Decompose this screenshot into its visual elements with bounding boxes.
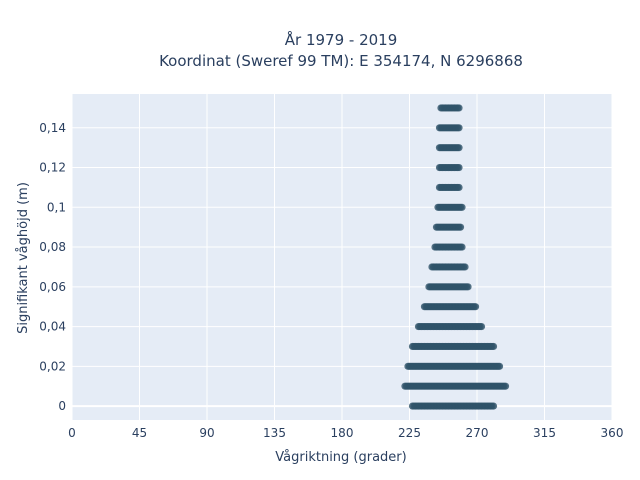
data-point-band bbox=[404, 362, 504, 370]
data-point-band bbox=[432, 223, 465, 231]
data-point bbox=[477, 322, 486, 331]
grid bbox=[71, 94, 613, 420]
data-point-band bbox=[420, 303, 480, 311]
data-point bbox=[501, 382, 510, 390]
data-point-band bbox=[414, 322, 486, 331]
data-point-band bbox=[408, 342, 498, 351]
data-point-band bbox=[435, 183, 463, 192]
data-point-band bbox=[437, 104, 463, 112]
data-point bbox=[461, 263, 469, 271]
x-tick-label: 360 bbox=[601, 426, 624, 440]
data-point-band bbox=[431, 243, 466, 251]
x-tick-label: 180 bbox=[331, 426, 354, 440]
data-point bbox=[458, 203, 466, 211]
data-point bbox=[455, 104, 463, 112]
data-point-band bbox=[435, 144, 463, 152]
y-tick-label: 0 bbox=[58, 399, 66, 413]
x-tick-label: 225 bbox=[398, 426, 421, 440]
data-point bbox=[495, 362, 504, 370]
x-tick-label: 45 bbox=[132, 426, 147, 440]
data-point bbox=[458, 243, 466, 251]
data-point-band bbox=[434, 203, 466, 211]
y-tick-label: 0,12 bbox=[39, 161, 66, 175]
y-axis-title: Signifikant våghöjd (m) bbox=[16, 182, 31, 334]
data-point-band bbox=[428, 263, 469, 271]
x-tick-labels: 0 45 90 135 180 225 270 315 360 bbox=[68, 426, 623, 440]
y-tick-label: 0,02 bbox=[39, 359, 66, 373]
y-tick-label: 0,04 bbox=[39, 320, 66, 334]
data-point-band bbox=[401, 382, 510, 390]
x-tick-label: 0 bbox=[68, 426, 76, 440]
x-axis-title: Vågriktning (grader) bbox=[275, 450, 406, 465]
data-point bbox=[456, 223, 465, 231]
y-tick-labels: 0 0,02 0,04 0,06 0,08 0,1 0,12 0,14 bbox=[39, 121, 66, 413]
data-points bbox=[401, 104, 510, 410]
data-point bbox=[455, 144, 463, 152]
y-tick-label: 0,08 bbox=[39, 240, 66, 254]
data-point bbox=[471, 303, 480, 311]
data-point-band bbox=[408, 402, 498, 410]
chart-title: År 1979 - 2019 bbox=[285, 30, 398, 49]
data-point bbox=[455, 183, 463, 192]
data-point bbox=[489, 342, 498, 351]
y-tick-label: 0,06 bbox=[39, 280, 66, 294]
data-point-band bbox=[435, 124, 463, 132]
y-tick-label: 0,14 bbox=[39, 121, 66, 135]
data-point-band bbox=[435, 163, 463, 172]
x-tick-label: 270 bbox=[466, 426, 489, 440]
x-tick-label: 315 bbox=[533, 426, 556, 440]
data-point bbox=[464, 283, 472, 291]
chart-subtitle: Koordinat (Sweref 99 TM): E 354174, N 62… bbox=[159, 52, 523, 70]
y-tick-label: 0,1 bbox=[47, 200, 66, 214]
x-tick-label: 135 bbox=[263, 426, 286, 440]
data-point bbox=[489, 402, 498, 410]
data-point-band bbox=[425, 283, 472, 291]
data-point bbox=[455, 124, 463, 132]
x-tick-label: 90 bbox=[199, 426, 214, 440]
data-point bbox=[455, 163, 463, 172]
